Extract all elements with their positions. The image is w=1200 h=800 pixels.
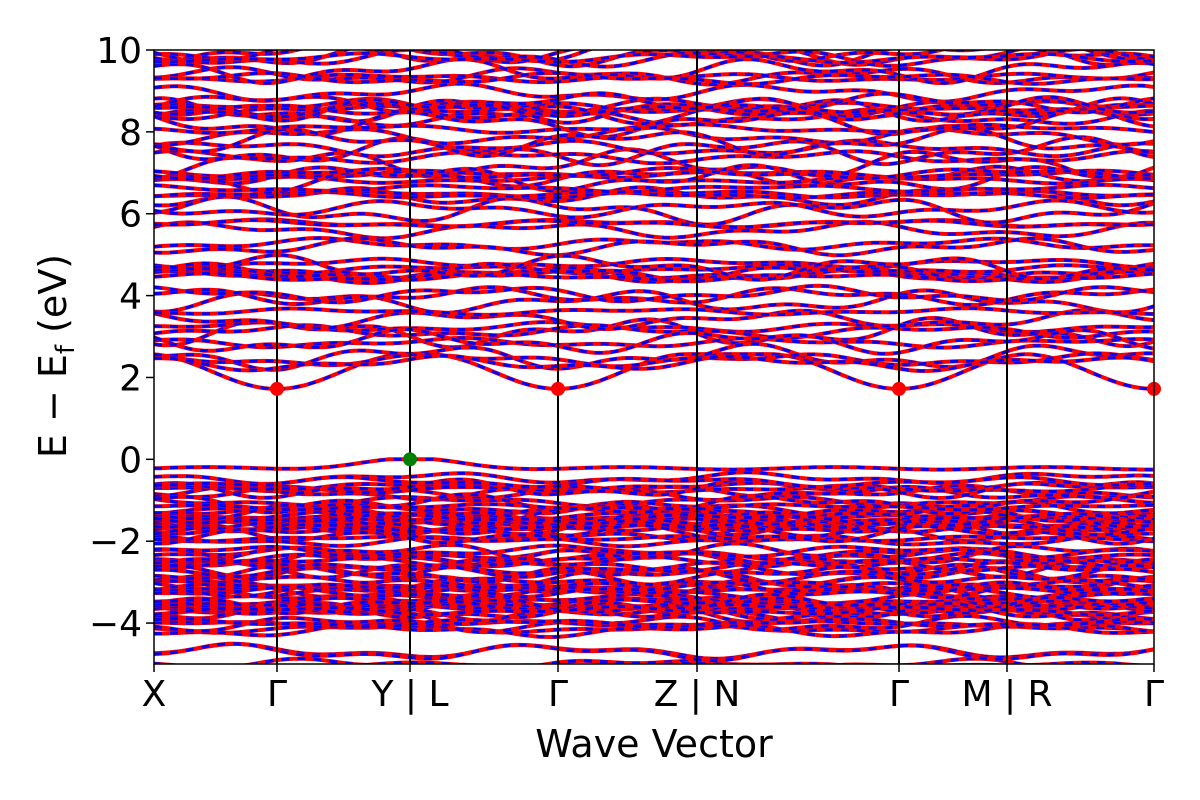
band-70-spin-down [154, 457, 1154, 472]
band-edge-markers [270, 381, 1161, 467]
band-94-spin-down [154, 323, 1154, 340]
x-tick-label-1: Γ [267, 674, 287, 715]
y-tick-label-6: −2 [89, 522, 142, 563]
band-52-spin-down [154, 585, 1154, 601]
band-130-spin-up [154, 327, 1154, 356]
band-32-spin-down [154, 596, 1154, 613]
band-114-spin-down [154, 272, 1154, 283]
band-43-spin-up [154, 477, 1154, 501]
band-115-spin-down [154, 306, 1154, 317]
band-64-spin-down [154, 605, 1154, 617]
band-125-spin-down [154, 236, 1154, 257]
x-tick-label-0: X [142, 674, 167, 715]
band-63-spin-up [154, 523, 1154, 546]
band-124-spin-down [154, 354, 1154, 373]
y-axis-label: E − Ef (eV) [31, 254, 81, 458]
cbm-marker-1 [551, 381, 565, 396]
band-24-spin-down [154, 499, 1154, 517]
band-46-spin-down [154, 519, 1154, 536]
x-tick-label-4: Z | N [654, 674, 741, 715]
band-96-spin-down [154, 139, 1154, 158]
band-132-spin-down [154, 166, 1154, 181]
band-120-spin-down [154, 122, 1154, 135]
band-80-spin-up [154, 81, 1154, 104]
band-108-spin-down [154, 308, 1154, 331]
x-ticks: X Γ Y | L Γ Z | N Γ M | R Γ [142, 664, 1164, 715]
y-tick-label-4: 2 [119, 358, 142, 399]
band-59-spin-down [154, 642, 1154, 663]
band-67-spin-down [154, 475, 1154, 489]
band-105-spin-down [154, 199, 1154, 219]
band-129-spin-down [154, 163, 1154, 194]
band-90-spin-down [154, 342, 1154, 372]
y-tick-label-5: 0 [119, 440, 142, 481]
y-tick-label-7: −4 [89, 604, 142, 645]
x-tick-label-6: M | R [961, 674, 1052, 715]
band-128-spin-down [154, 336, 1154, 350]
bands-layer [154, 50, 1154, 664]
band-69-spin-down [154, 560, 1154, 579]
x-tick-label-5: Γ [889, 674, 909, 715]
band-66-spin-down [154, 511, 1154, 526]
y-axis-label-subscript: f [51, 344, 81, 354]
band-121-spin-down [154, 218, 1154, 229]
band-104-spin-down [154, 263, 1154, 275]
band-35-spin-down [154, 533, 1154, 548]
plot-frame [153, 49, 1155, 665]
band-110-spin-down [154, 50, 1154, 69]
band-39-spin-down [154, 534, 1154, 543]
band-103-spin-down [154, 57, 1154, 85]
kpath-lines [276, 50, 1008, 664]
band-44-spin-down [154, 508, 1154, 521]
y-tick-label-1: 8 [119, 113, 142, 154]
y-tick-label-2: 6 [119, 195, 142, 236]
y-ticks: 10 8 6 4 2 0 −2 −4 [89, 31, 154, 645]
band-127-spin-down [154, 169, 1154, 180]
band-68-spin-down [154, 502, 1154, 512]
band-95-spin-down [154, 195, 1154, 227]
band-91-spin-down [154, 149, 1154, 165]
y-tick-label-0: 10 [96, 31, 142, 72]
x-tick-label-3: Γ [548, 674, 568, 715]
band-111-spin-up [154, 91, 1154, 115]
band-122-spin-up [154, 95, 1154, 125]
x-tick-label-2: Y | L [370, 674, 448, 715]
band-61-spin-up [154, 563, 1154, 587]
x-axis-label: Wave Vector [535, 722, 773, 766]
band-112-spin-down [154, 51, 1154, 65]
band-81-spin-down [154, 316, 1154, 349]
band-117-spin-down [154, 284, 1154, 304]
vbm-marker-0 [403, 452, 417, 467]
y-axis-label-suffix: (eV) [31, 254, 75, 345]
cbm-marker-2 [892, 381, 906, 396]
y-axis-label-prefix: E − E [31, 354, 75, 458]
cbm-marker-0 [270, 381, 284, 396]
band-131-spin-up [154, 253, 1154, 282]
band-28-spin-down [154, 544, 1154, 560]
band-65-spin-down [154, 617, 1154, 629]
band-119-spin-down [154, 126, 1154, 158]
band-133-spin-down [154, 183, 1154, 194]
band-76-spin-down [154, 135, 1154, 167]
band-116-spin-down [154, 71, 1154, 86]
band-41-spin-down [154, 614, 1154, 634]
band-58-spin-down [154, 580, 1154, 599]
y-tick-label-3: 4 [119, 277, 142, 318]
band-107-spin-down [154, 108, 1154, 139]
x-tick-label-7: Γ [1144, 674, 1164, 715]
band-100-spin-down [154, 220, 1154, 240]
